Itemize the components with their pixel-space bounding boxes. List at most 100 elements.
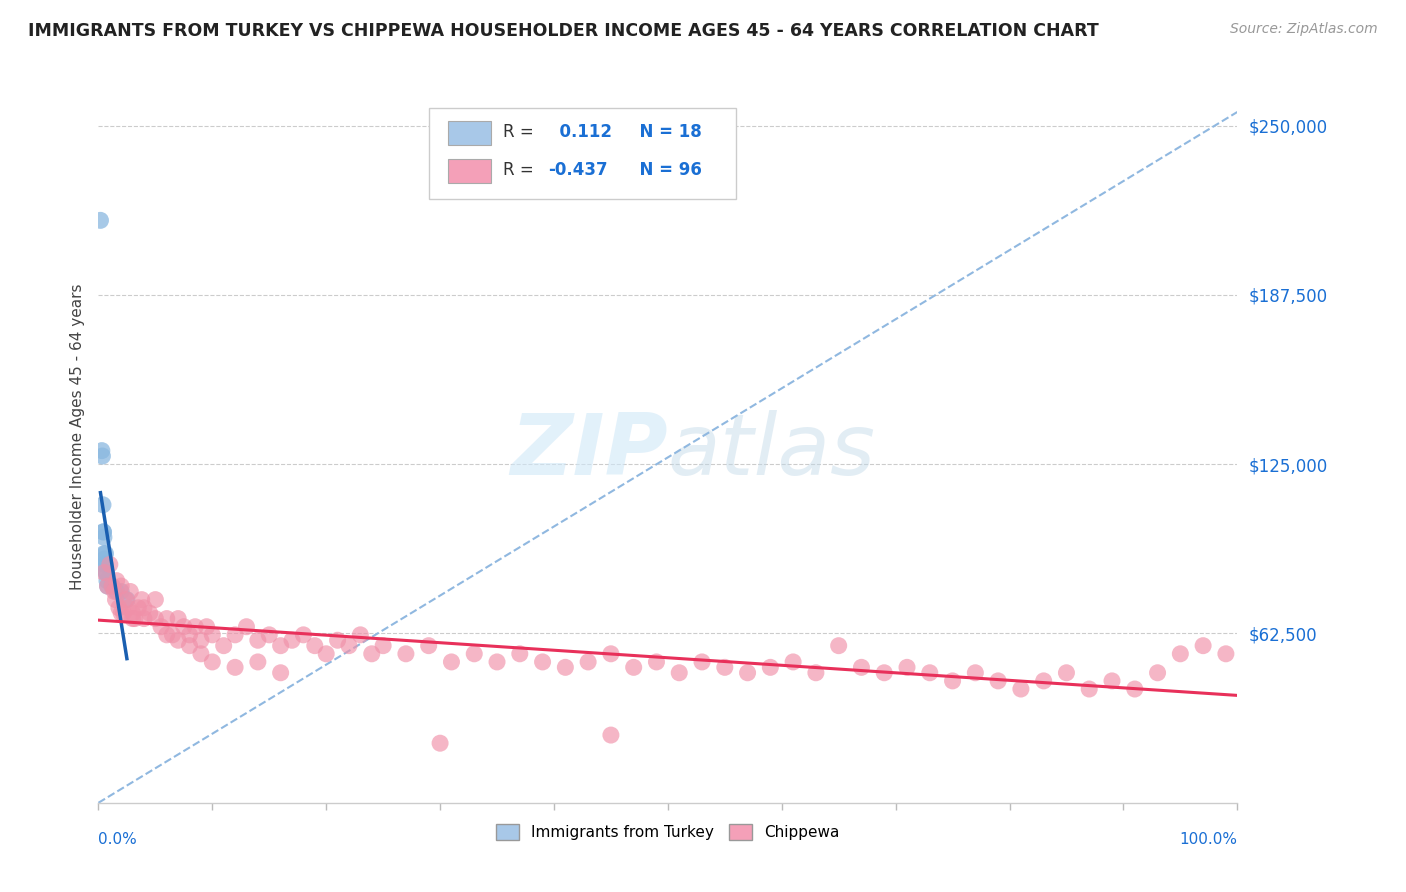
Point [918,665,941,680]
Point [1078,681,1101,696]
Text: -0.437: -0.437 [548,161,607,179]
Point [127,600,149,615]
Point [190,647,212,661]
Point [349,628,371,642]
Text: IMMIGRANTS FROM TURKEY VS CHIPPEWA HOUSEHOLDER INCOME AGES 45 - 64 YEARS CORRELA: IMMIGRANTS FROM TURKEY VS CHIPPEWA HOUSE… [28,22,1099,40]
Point [93,524,115,539]
Point [212,639,235,653]
Point [93,558,115,572]
Point [105,574,128,588]
Point [195,620,218,634]
Point [440,655,463,669]
Point [371,639,394,653]
Point [418,639,440,653]
Point [554,660,576,674]
Text: ZIP: ZIP [510,410,668,493]
Point [91,449,114,463]
Point [145,611,167,625]
Point [1192,639,1215,653]
Point [156,611,179,625]
Point [851,660,873,674]
FancyBboxPatch shape [429,108,737,200]
Point [360,647,382,661]
Point [965,665,987,680]
Point [101,579,124,593]
Point [132,611,155,625]
Point [623,660,645,674]
Text: 100.0%: 100.0% [1180,832,1237,847]
Point [270,665,292,680]
Point [737,665,759,680]
Point [94,566,117,580]
Point [124,611,146,625]
Point [1032,673,1054,688]
Legend: Immigrants from Turkey, Chippewa: Immigrants from Turkey, Chippewa [489,818,846,847]
Point [179,628,201,642]
Text: Source: ZipAtlas.com: Source: ZipAtlas.com [1230,22,1378,37]
Point [600,728,623,742]
Point [600,647,623,661]
Point [96,566,118,580]
Point [759,660,782,674]
Point [94,547,117,561]
Point [804,665,827,680]
Point [463,647,485,661]
Point [173,620,195,634]
Point [828,639,851,653]
Point [184,620,207,634]
Text: atlas: atlas [668,410,876,493]
Text: 0.112: 0.112 [548,123,612,141]
Point [117,600,139,615]
Point [304,639,326,653]
Point [246,655,269,669]
Text: N = 18: N = 18 [628,123,702,141]
Point [201,628,224,642]
Point [105,584,128,599]
Point [326,633,349,648]
Point [94,558,117,572]
Point [179,639,201,653]
Point [1123,681,1146,696]
Y-axis label: Householder Income Ages 45 - 64 years: Householder Income Ages 45 - 64 years [69,284,84,591]
Point [224,628,246,642]
Point [896,660,918,674]
Point [131,592,153,607]
Point [98,558,121,572]
Point [91,498,114,512]
Point [93,552,115,566]
Point [162,628,184,642]
Point [167,611,190,625]
Point [104,592,127,607]
Point [224,660,246,674]
Point [112,606,135,620]
Point [235,620,257,634]
Bar [449,159,491,183]
Point [110,579,132,593]
Point [138,606,160,620]
Point [89,213,111,227]
Point [90,443,112,458]
Point [782,655,804,669]
Point [942,673,965,688]
Bar [449,121,491,145]
Point [645,655,668,669]
Point [873,665,896,680]
Point [190,633,212,648]
Point [486,655,509,669]
Point [337,639,360,653]
Point [292,628,315,642]
Text: N = 96: N = 96 [628,161,702,179]
Point [150,620,173,634]
Point [531,655,554,669]
Point [101,579,124,593]
Point [668,665,690,680]
Point [690,655,713,669]
Point [108,600,131,615]
Point [201,655,224,669]
Point [156,628,179,642]
Point [714,660,737,674]
Text: R =: R = [503,123,538,141]
Point [96,574,118,588]
Point [259,628,281,642]
Point [167,633,190,648]
